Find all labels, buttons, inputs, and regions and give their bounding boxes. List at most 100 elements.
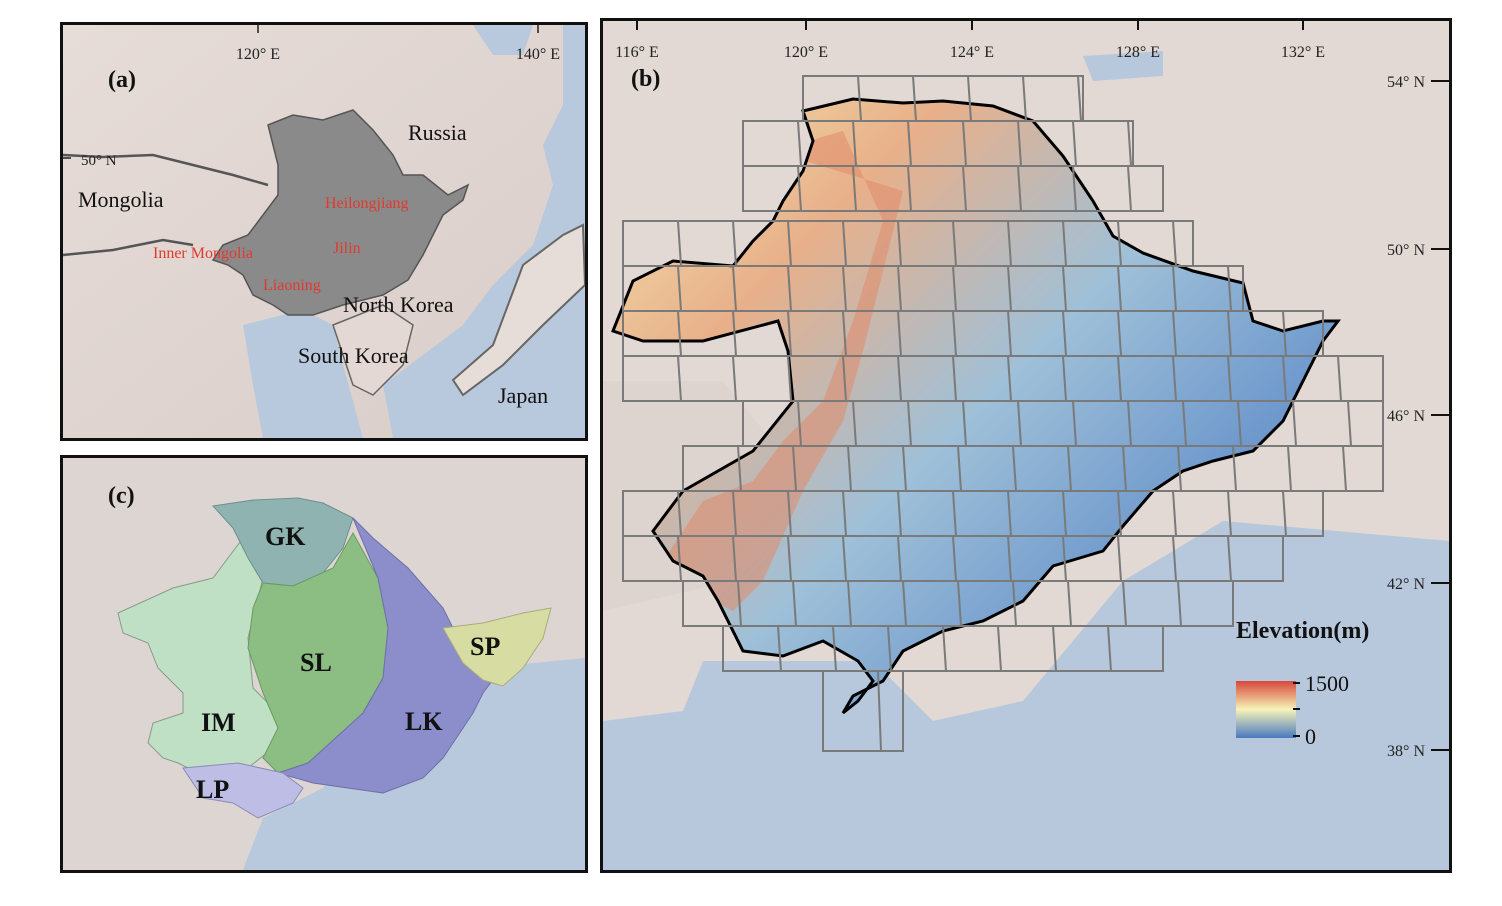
tile-divider [1337,355,1342,402]
zone-sp [442,607,552,687]
tile-divider [957,580,962,627]
tile-divider [912,75,917,122]
tile-divider [1117,265,1122,312]
tile-divider [952,310,957,357]
lon-tick-label: 124° E [950,44,994,61]
tile-divider [737,445,742,492]
tile-divider [897,355,902,402]
legend-title: Elevation(m) [1236,618,1369,644]
province-label-inner-mongolia: Inner Mongolia [153,245,253,262]
tile-divider [1127,120,1132,167]
tile-divider [957,445,962,492]
province-label-liaoning: Liaoning [263,277,321,294]
tile-divider [1172,490,1177,537]
lat-tick-label: 42° N [1387,576,1425,593]
zone-label-sl: SL [300,648,332,677]
tile-divider [852,165,857,212]
tile-divider [897,310,902,357]
tile-divider [1282,310,1287,357]
lat-tick-label: 38° N [1387,743,1425,760]
panel-a-location-map: (a) 120° E 140° E 50° N Russia Mongolia … [60,22,588,441]
lat-tick-label: 54° N [1387,74,1425,91]
tile-divider [1062,535,1067,582]
zone-gk [212,497,354,587]
tile-divider [1117,535,1122,582]
panel-label: (c) [108,483,135,509]
tile-divider [1117,220,1122,267]
tile-divider [787,220,792,267]
zone-label-im: IM [201,708,236,737]
tile-divider [1177,580,1182,627]
zone-label-lk: LK [405,707,443,736]
tile-divider [842,490,847,537]
tile-divider [1182,400,1187,447]
tile-divider [897,535,902,582]
tile-divider [1052,625,1057,672]
lon-tick-label: 128° E [1116,44,1160,61]
zone-label-sp: SP [470,632,500,661]
panel-a-svg: (a) 120° E 140° E 50° N Russia Mongolia … [63,25,585,438]
tile-divider [952,535,957,582]
tile-divider [942,625,947,672]
tile-divider [1062,220,1067,267]
border-line [63,153,269,187]
tile-divider [677,490,682,537]
tile-divider [997,625,1002,672]
okhotsk-sea [473,25,533,55]
tile-divider [1172,535,1177,582]
tile-divider [1012,445,1017,492]
tile-divider [842,355,847,402]
tile-grid [622,75,1384,752]
tile-divider [787,355,792,402]
tile-divider [877,670,882,752]
yellow-sea [243,310,363,438]
tile-divider [1022,75,1027,122]
tile-divider [737,580,742,627]
sea [1083,51,1163,81]
tile-divider [1342,445,1347,492]
tile-divider [842,310,847,357]
tile-divider [1007,310,1012,357]
tile-divider [1072,165,1077,212]
tile-divider [1012,580,1017,627]
tile-divider [1007,535,1012,582]
tile-divider [832,625,837,672]
tile-divider [1287,445,1292,492]
tile-divider [1007,220,1012,267]
tile-divider [677,535,682,582]
tile-divider [797,120,802,167]
tile-divider [897,265,902,312]
tile-divider [902,580,907,627]
panel-c-svg: (c) GK SL LK SP IM LP [63,458,585,870]
panel-label: (a) [108,67,136,93]
tile-divider [1177,445,1182,492]
tile-divider [1017,120,1022,167]
tile-divider [847,445,852,492]
tile-divider [887,625,892,672]
province-label-heilongjiang: Heilongjiang [325,195,409,212]
tile-divider [907,120,912,167]
country-label-mongolia: Mongolia [78,187,164,212]
tile-divider [1117,355,1122,402]
tile-divider [1007,490,1012,537]
tile-divider [962,120,967,167]
tile-divider [967,75,972,122]
tile-divider [1227,310,1232,357]
tile-divider [1172,220,1177,267]
tile-divider [1227,265,1232,312]
tile-divider [1007,265,1012,312]
country-label-japan: Japan [498,383,548,408]
axis-ticks [636,21,1449,751]
tile-divider [1007,355,1012,402]
lat-tick-label: 50° N [81,153,117,169]
tile-divider [677,355,682,402]
tile-divider [792,580,797,627]
legend-max-label: 1500 [1305,671,1349,696]
tile-divider [952,220,957,267]
tile-divider [1122,445,1127,492]
country-label-north-korea: North Korea [343,292,454,317]
tile-divider [787,310,792,357]
tile-divider [777,625,782,672]
tile-divider [847,580,852,627]
country-label-south-korea: South Korea [298,343,409,368]
